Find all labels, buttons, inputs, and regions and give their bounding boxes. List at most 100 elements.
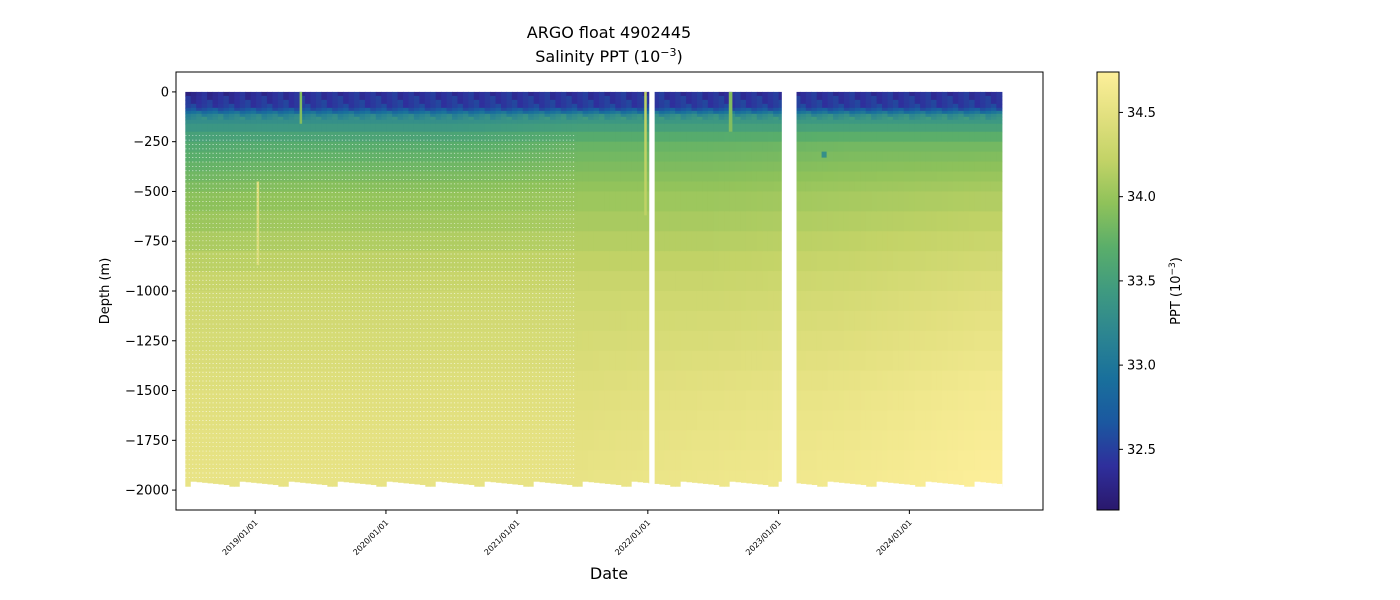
heatmap-cell	[947, 116, 954, 121]
heatmap-cell	[849, 450, 856, 471]
heatmap-cell	[892, 171, 899, 183]
heatmap-cell	[321, 151, 328, 163]
heatmap-cell	[593, 191, 600, 212]
bottom-edge-notch	[898, 483, 905, 488]
heatmap-cell	[234, 131, 241, 143]
heatmap-cell	[283, 251, 290, 272]
heatmap-cell	[653, 91, 660, 97]
heatmap-cell	[669, 116, 676, 121]
heatmap-cell	[381, 291, 388, 312]
heatmap-cell	[544, 91, 551, 97]
heatmap-cell	[462, 181, 469, 193]
heatmap-cell	[457, 99, 464, 105]
heatmap-cell	[892, 350, 899, 372]
bottom-edge-notch	[925, 481, 932, 488]
heatmap-cell	[457, 370, 464, 392]
heatmap-cell	[571, 430, 578, 451]
heatmap-cell	[843, 103, 850, 109]
heatmap-cell	[931, 370, 938, 392]
heatmap-cell	[343, 251, 350, 272]
heatmap-cell	[963, 310, 970, 332]
heatmap-cell	[343, 390, 350, 412]
heatmap-cell	[871, 119, 878, 125]
heatmap-cell	[490, 95, 497, 101]
heatmap-cell	[239, 113, 246, 118]
heatmap-cell	[522, 110, 529, 115]
heatmap-cell	[408, 450, 415, 471]
heatmap-cell	[887, 151, 894, 163]
heatmap-cell	[909, 390, 916, 412]
heatmap-cell	[707, 410, 714, 431]
heatmap-cell	[800, 450, 807, 471]
heatmap-cell	[343, 116, 350, 121]
heatmap-cell	[484, 91, 491, 97]
heatmap-cell	[582, 410, 589, 431]
heatmap-cell	[441, 161, 448, 173]
heatmap-cell	[550, 151, 557, 163]
heatmap-cell	[359, 231, 366, 252]
heatmap-cell	[424, 231, 431, 252]
heatmap-cell	[343, 271, 350, 292]
heatmap-cell	[441, 470, 448, 487]
heatmap-cell	[854, 310, 861, 332]
heatmap-cell	[533, 151, 540, 163]
heatmap-cell	[745, 123, 753, 133]
heatmap-cell	[751, 95, 758, 101]
heatmap-cell	[457, 231, 464, 252]
heatmap-cell	[272, 161, 279, 173]
heatmap-cell	[452, 103, 459, 109]
heatmap-cell	[343, 113, 350, 118]
heatmap-cell	[212, 161, 219, 173]
heatmap-cell	[936, 211, 943, 232]
heatmap-cell	[658, 330, 665, 352]
heatmap-cell	[626, 151, 633, 163]
bottom-edge-notch	[593, 482, 600, 488]
heatmap-cell	[735, 291, 742, 312]
heatmap-cell	[473, 151, 480, 163]
heatmap-cell	[446, 370, 453, 392]
heatmap-cell	[212, 95, 219, 101]
heatmap-cell	[256, 370, 263, 392]
heatmap-cell	[392, 410, 399, 431]
heatmap-cell	[424, 350, 431, 372]
heatmap-cell	[201, 350, 208, 372]
heatmap-cell	[364, 113, 371, 118]
heatmap-cell	[762, 91, 769, 97]
heatmap-cell	[223, 99, 230, 105]
heatmap-cell	[658, 141, 665, 153]
heatmap-cell	[898, 119, 905, 125]
heatmap-cell	[550, 470, 557, 487]
heatmap-cell	[310, 271, 317, 292]
heatmap-cell	[392, 231, 399, 252]
heatmap-cell	[653, 141, 660, 153]
heatmap-cell	[452, 99, 459, 105]
heatmap-cell	[283, 107, 290, 112]
heatmap-cell	[501, 410, 508, 431]
heatmap-cell	[511, 410, 518, 431]
heatmap-cell	[212, 310, 219, 332]
heatmap-cell	[479, 103, 486, 109]
heatmap-cell	[364, 410, 371, 431]
heatmap-cell	[599, 113, 606, 118]
heatmap-cell	[223, 330, 230, 352]
heatmap-cell	[272, 99, 279, 105]
heatmap-cell	[381, 350, 388, 372]
heatmap-cell	[283, 99, 290, 105]
heatmap-cell	[207, 430, 214, 451]
heatmap-cell	[266, 99, 273, 105]
heatmap-cell	[490, 191, 497, 212]
heatmap-cell	[430, 251, 437, 272]
heatmap-cell	[337, 131, 344, 143]
heatmap-cell	[462, 350, 469, 372]
heatmap-cell	[424, 171, 431, 183]
heatmap-cell	[947, 141, 954, 153]
heatmap-cell	[473, 113, 480, 118]
heatmap-cell	[272, 470, 279, 487]
heatmap-cell	[228, 330, 235, 352]
heatmap-cell	[566, 350, 573, 372]
heatmap-cell	[462, 107, 469, 112]
heatmap-cell	[718, 107, 725, 112]
heatmap-cell	[773, 251, 780, 272]
heatmap-cell	[354, 370, 361, 392]
heatmap-cell	[865, 99, 872, 105]
